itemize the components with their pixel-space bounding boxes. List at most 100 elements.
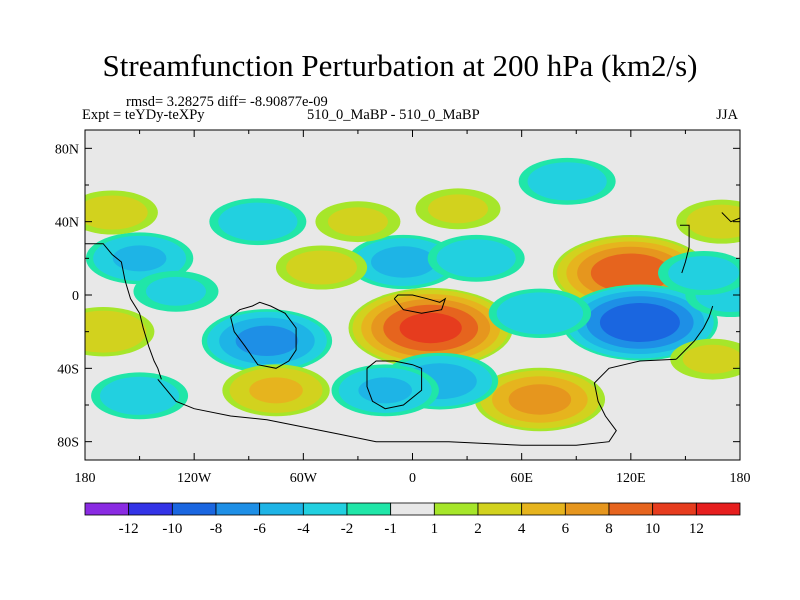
y-tick-label: 80S xyxy=(57,436,79,451)
colorbar-swatch xyxy=(564,502,610,516)
contour-band xyxy=(235,325,299,357)
contour-band xyxy=(85,310,147,353)
x-tick-label: 60W xyxy=(290,471,318,486)
contour-band xyxy=(99,376,180,415)
colorbar-swatch xyxy=(346,502,392,516)
contour-band xyxy=(427,194,488,224)
anomaly-positive-5 xyxy=(222,364,330,417)
contour-band xyxy=(508,384,572,415)
contour-band xyxy=(358,377,413,404)
anomaly-positive-19 xyxy=(670,338,740,380)
anomaly-negative-2 xyxy=(561,284,718,361)
contour-band xyxy=(599,303,680,342)
contour-band xyxy=(327,207,388,237)
contour-band xyxy=(145,276,206,306)
anomaly-positive-13 xyxy=(415,188,501,230)
case-label: 510_0_MaBP - 510_0_MaBP xyxy=(307,107,480,123)
season-label: JJA xyxy=(716,107,738,123)
colorbar-label: -10 xyxy=(162,521,182,537)
chart-title: Streamfunction Perturbation at 200 hPa (… xyxy=(102,48,698,83)
anomaly-negative-10 xyxy=(347,234,460,290)
colorbar-swatch xyxy=(433,502,479,516)
contour-band xyxy=(436,239,516,278)
colorbar: -12 -10 -8 -6 -4 -2 -1 1 2 4 6 8 10 12 xyxy=(84,502,741,537)
x-tick-label: 60E xyxy=(510,471,533,486)
contour-band xyxy=(527,162,607,201)
anomaly-negative-11 xyxy=(427,234,525,282)
anomaly-positive-0 xyxy=(348,287,513,369)
contour-band xyxy=(686,204,740,239)
anomaly-positive-17 xyxy=(275,245,368,290)
colorbar-label: 4 xyxy=(518,521,526,537)
stats-label: rmsd= 3.28275 diff= -8.90877e-09 xyxy=(126,94,328,110)
colorbar-swatch xyxy=(84,502,130,516)
coastline-segment-7 xyxy=(680,224,690,274)
contour-band xyxy=(496,292,584,335)
colorbar-swatch xyxy=(390,502,435,516)
colorbar-label: 2 xyxy=(474,521,482,537)
anomaly-negative-24 xyxy=(331,364,439,417)
anomaly-positive-4 xyxy=(474,367,606,432)
coastline-segment-5 xyxy=(675,305,714,360)
contour-band xyxy=(682,344,740,374)
anomaly-negative-7 xyxy=(85,232,194,285)
x-axis: 180 120W 60W 0 60E 120E 180 xyxy=(75,130,751,486)
colorbar-swatch xyxy=(477,502,523,516)
contour-band xyxy=(399,312,462,344)
colorbar-label: -6 xyxy=(253,521,266,537)
contour-band xyxy=(112,245,167,272)
colorbar-swatch xyxy=(128,502,173,516)
anomaly-positive-9 xyxy=(85,190,158,235)
coastline-segment-3 xyxy=(366,360,423,410)
colorbar-swatch xyxy=(695,502,741,516)
colorbar-swatch xyxy=(521,502,566,516)
colorbar-label: -4 xyxy=(297,521,310,537)
y-tick-label: 80N xyxy=(55,142,79,157)
contour-band xyxy=(249,377,303,404)
x-tick-label: 0 xyxy=(409,471,416,486)
coastline-segment-2 xyxy=(157,358,677,446)
y-tick-label: 40N xyxy=(55,216,79,231)
anomaly-negative-23 xyxy=(658,251,740,295)
colorbar-label: -12 xyxy=(119,521,139,537)
experiment-label: Expt = teYDy-teXPy xyxy=(82,107,205,123)
colorbar-label: -2 xyxy=(341,521,354,537)
anomaly-positive-20 xyxy=(85,306,155,357)
colorbar-swatch xyxy=(652,502,697,516)
coastline-segment-1 xyxy=(230,301,297,369)
colorbar-swatch xyxy=(215,502,261,516)
colorbar-label: 6 xyxy=(562,521,570,537)
anomaly-negative-12 xyxy=(488,288,592,339)
colorbar-label: -1 xyxy=(384,521,397,537)
anomaly-negative-8 xyxy=(91,372,189,420)
anomaly-negative-15 xyxy=(209,198,307,246)
anomaly-negative-16 xyxy=(518,157,616,205)
colorbar-label: 8 xyxy=(605,521,613,537)
contour-band xyxy=(371,246,436,278)
colorbar-swatch xyxy=(608,502,654,516)
x-tick-label: 180 xyxy=(730,471,751,486)
coastline-segment-4 xyxy=(393,294,447,314)
coastline xyxy=(85,212,741,446)
colorbar-label: -8 xyxy=(210,521,223,537)
contour-band xyxy=(85,195,148,230)
colorbar-label: 10 xyxy=(645,521,660,537)
anomaly-positive-14 xyxy=(315,201,401,243)
colorbar-swatch xyxy=(171,502,217,516)
anomaly-positive-18 xyxy=(676,199,740,244)
contour-band xyxy=(590,253,671,293)
contour-band xyxy=(218,202,298,241)
contour-band xyxy=(668,256,740,290)
colorbar-swatch xyxy=(259,502,304,516)
colorbar-swatch xyxy=(302,502,348,516)
coastline-segment-6 xyxy=(721,212,741,223)
colorbar-label: 12 xyxy=(689,521,704,537)
y-tick-label: 40S xyxy=(57,362,79,377)
anomaly-negative-3 xyxy=(201,309,333,373)
x-tick-label: 180 xyxy=(75,471,96,486)
coastline-segment-0 xyxy=(85,243,162,380)
contour-band xyxy=(286,250,357,285)
x-tick-label: 120W xyxy=(177,471,212,486)
y-axis: 80N 40N 0 40S 80S xyxy=(55,142,740,451)
